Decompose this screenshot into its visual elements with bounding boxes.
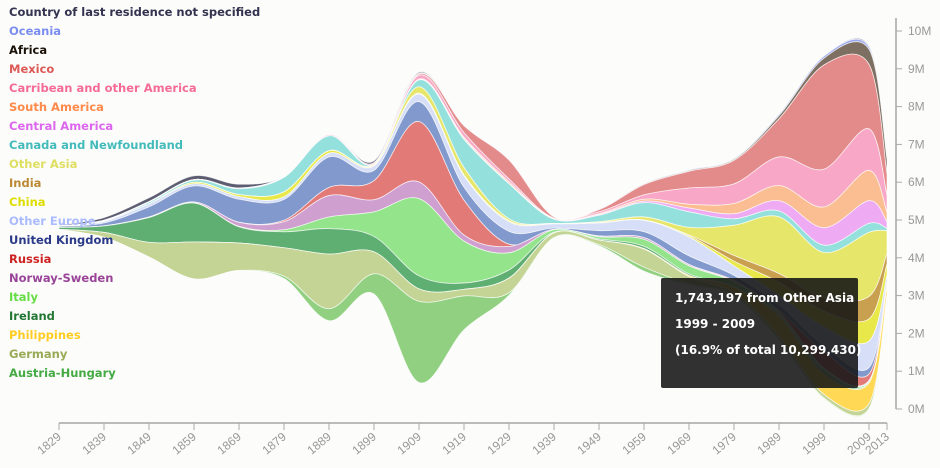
y-tick-label: 3M: [908, 289, 925, 303]
x-tick-label: 1969: [664, 429, 694, 457]
legend-item[interactable]: Other Asia: [9, 157, 78, 171]
x-tick-label: 1889: [304, 429, 334, 457]
x-tick-label: 1979: [709, 429, 739, 457]
legend-item[interactable]: Country of last residence not specified: [9, 5, 261, 19]
x-tick-label: 1829: [34, 429, 64, 457]
legend-item[interactable]: Austria-Hungary: [9, 366, 116, 380]
x-tick-label: 1879: [259, 429, 289, 457]
x-tick-label: 1899: [349, 429, 379, 457]
y-tick-label: 10M: [908, 24, 931, 38]
y-tick-label: 0M: [908, 402, 925, 416]
x-tick-label: 1999: [799, 429, 829, 457]
legend-item[interactable]: Germany: [9, 347, 68, 361]
x-tick-label: 1909: [394, 429, 424, 457]
legend-item[interactable]: Canada and Newfoundland: [9, 138, 184, 152]
legend-item[interactable]: Central America: [9, 119, 114, 133]
y-tick-label: 1M: [908, 364, 925, 378]
legend-item[interactable]: Oceania: [9, 24, 62, 38]
x-tick-label: 1959: [619, 429, 649, 457]
tooltip-share: (16.9% of total 10,299,430): [675, 343, 862, 357]
y-tick-label: 4M: [908, 251, 925, 265]
x-tick-label: 1869: [214, 429, 244, 457]
x-axis: 1829 1839 1849 1859 1869 1879 1889 1899 1909 1919…: [34, 422, 892, 457]
legend-item[interactable]: China: [9, 195, 46, 209]
y-tick-label: 6M: [908, 175, 925, 189]
y-tick-label: 8M: [908, 100, 925, 114]
y-tick-label: 7M: [908, 137, 925, 151]
x-tick-label: 1949: [574, 429, 604, 457]
legend-item[interactable]: South America: [9, 100, 104, 114]
y-tick-label: 9M: [908, 62, 925, 76]
x-tick-label: 1939: [529, 429, 559, 457]
y-tick-label: 2M: [908, 326, 925, 340]
tooltip: 1,743,197 from Other Asia 1999 - 2009 (1…: [661, 278, 862, 388]
legend-item[interactable]: Norway-Sweden: [9, 271, 114, 285]
legend-item[interactable]: Africa: [9, 43, 48, 57]
legend-item[interactable]: United Kingdom: [9, 233, 114, 247]
tooltip-value: 1,743,197 from Other Asia: [675, 291, 855, 305]
stream-layer-austria-hungary[interactable]: [58, 229, 888, 417]
x-tick-label: 1859: [169, 429, 199, 457]
legend-item[interactable]: Ireland: [9, 309, 55, 323]
x-tick-label: 1919: [439, 429, 469, 457]
y-tick-label: 5M: [908, 213, 925, 227]
x-tick-label: 1989: [754, 429, 784, 457]
x-tick-label: 1839: [79, 429, 109, 457]
x-tick-label: 1929: [484, 429, 514, 457]
legend-item[interactable]: Carribean and other America: [9, 81, 197, 95]
y-axis: 0M 1M 2M 3M 4M 5M 6M 7M 8M 9M 10M: [895, 18, 931, 416]
legend-item[interactable]: India: [9, 176, 42, 190]
x-tick-label: 1849: [124, 429, 154, 457]
legend-item[interactable]: Mexico: [9, 62, 55, 76]
legend-item[interactable]: Italy: [9, 290, 38, 304]
legend: Country of last residence not specified O…: [9, 3, 260, 383]
legend-item[interactable]: Other Europe: [9, 214, 96, 228]
legend-item[interactable]: Russia: [9, 252, 52, 266]
tooltip-period: 1999 - 2009: [675, 317, 756, 331]
legend-item[interactable]: Philippines: [9, 328, 81, 342]
